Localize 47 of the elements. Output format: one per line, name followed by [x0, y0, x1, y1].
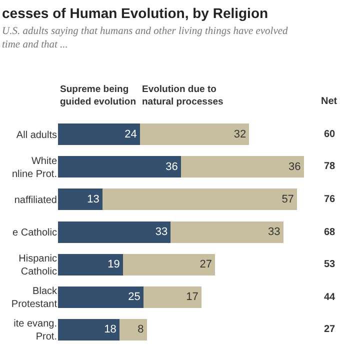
- y-tick-label: Black Protestant: [11, 286, 58, 310]
- bar: [58, 318, 120, 340]
- data-label: 33: [268, 226, 280, 238]
- text: 78: [324, 161, 336, 172]
- bar: [119, 318, 147, 340]
- y-tick-label: ite evang. Prot.: [14, 318, 57, 343]
- bar: [58, 286, 144, 308]
- text: 68: [324, 227, 336, 238]
- bar: [180, 156, 304, 178]
- text: 76: [324, 194, 336, 205]
- data-label: 57: [282, 193, 294, 206]
- bar: [140, 124, 250, 146]
- y-tick-label: White nline Prot.: [12, 156, 58, 180]
- y-tick-label: Hispanic Catholic: [18, 254, 57, 278]
- data-label: 32: [234, 128, 246, 140]
- data-label: 13: [87, 193, 100, 206]
- bar: [58, 221, 171, 243]
- bar: [122, 254, 216, 276]
- bar: [170, 221, 284, 243]
- chart-title: cesses of Human Evolution, by Religion: [2, 5, 268, 21]
- text: 53: [324, 259, 336, 270]
- y-tick-label: All adults: [16, 130, 57, 141]
- data-label: 24: [124, 128, 137, 140]
- chart-subtitle: U.S. adults saying that humans and other living things have evolved time and that ...: [2, 26, 289, 51]
- series-label: Supreme being guided evolution: [60, 84, 136, 108]
- data-label: 19: [108, 258, 120, 271]
- text: Net: [321, 96, 338, 107]
- data-label: 33: [155, 226, 168, 238]
- data-label: 27: [200, 258, 212, 271]
- bar: [143, 286, 202, 308]
- y-tick-label: naffiliated: [14, 194, 57, 206]
- data-label: 18: [104, 324, 116, 336]
- bar: [58, 156, 181, 178]
- bar: [58, 124, 140, 146]
- data-label: 25: [128, 291, 140, 304]
- text: 44: [324, 292, 336, 303]
- data-label: 17: [186, 291, 198, 304]
- bar: [58, 188, 102, 210]
- data-label: 36: [166, 160, 178, 173]
- bar: [102, 188, 297, 210]
- y-tick-label: e Catholic: [12, 228, 57, 238]
- text: 27: [324, 324, 336, 335]
- text: 60: [324, 129, 336, 140]
- data-label: 8: [138, 324, 144, 336]
- data-label: 36: [288, 160, 301, 173]
- series-label: Evolution due to natural processes: [142, 84, 224, 108]
- bar: [58, 254, 123, 276]
